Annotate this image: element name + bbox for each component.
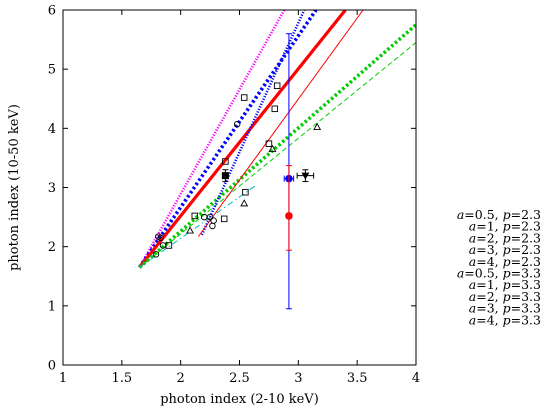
data-marker-11	[220, 215, 228, 223]
error-point-0	[221, 169, 229, 183]
y-tick-label-0: 0	[48, 359, 56, 374]
series-line-7	[139, 184, 258, 268]
data-marker-17	[273, 82, 281, 89]
x-tick-label-3: 2.5	[229, 371, 250, 386]
data-marker-5	[206, 213, 214, 221]
data-marker-6	[210, 217, 217, 224]
legend: a=0.5, p=2.3a=1, p=2.3a=2, p=2.3a=3, p=2…	[457, 207, 541, 327]
series-layer	[137, 10, 416, 269]
legend-label-6: a=1, p=3.3	[469, 277, 541, 292]
data-marker-16	[240, 94, 248, 101]
data-marker-19	[240, 199, 249, 207]
data-marker-3	[152, 251, 160, 258]
legend-label-9: a=4, p=3.3	[469, 312, 541, 327]
error-point-2	[285, 165, 293, 251]
data-marker-10	[191, 212, 199, 220]
x-tick-label-2: 2	[177, 371, 185, 386]
data-marker-21	[313, 122, 322, 131]
plot-frame	[62, 9, 417, 366]
data-marker-12	[242, 188, 249, 196]
y-tick-label-3: 3	[48, 181, 56, 196]
x-axis-label: photon index (2-10 keV)	[160, 392, 319, 407]
series-line-2	[138, 10, 347, 269]
data-marker-7	[209, 222, 216, 230]
y-tick-label-1: 1	[48, 299, 56, 314]
marker-layer	[152, 82, 322, 258]
legend-label-5: a=0.5, p=3.3	[457, 266, 541, 281]
x-tick-label-6: 4	[412, 371, 420, 386]
legend-label-4: a=4, p=2.3	[469, 254, 541, 269]
legend-label-3: a=3, p=2.3	[469, 242, 541, 257]
y-tick-label-5: 5	[48, 63, 56, 78]
legend-label-2: a=2, p=2.3	[469, 230, 541, 245]
series-line-1	[137, 10, 318, 269]
x-tick-label-1: 1.5	[111, 371, 132, 386]
data-marker-9	[165, 242, 173, 249]
y-tick-label-4: 4	[48, 122, 56, 137]
data-marker-18	[186, 226, 195, 234]
error-point-3	[296, 169, 315, 183]
data-marker-13	[222, 158, 229, 165]
legend-label-8: a=3, p=3.3	[469, 301, 541, 316]
legend-label-7: a=2, p=3.3	[469, 289, 541, 304]
y-axis-label: photon index (10-50 keV)	[7, 104, 22, 271]
x-tick-label-4: 3	[294, 371, 302, 386]
legend-label-0: a=0.5, p=2.3	[457, 207, 541, 222]
series-line-5	[200, 10, 306, 236]
x-tick-label-5: 3.5	[347, 371, 368, 386]
y-tick-label-6: 6	[48, 4, 56, 19]
series-line-6	[197, 10, 364, 237]
series-line-3	[138, 23, 416, 269]
error-layer	[221, 33, 315, 310]
x-tick-label-0: 1	[59, 371, 67, 386]
data-marker-1	[157, 234, 164, 242]
y-tick-label-2: 2	[48, 240, 56, 255]
series-line-4	[139, 42, 416, 268]
data-marker-14	[265, 140, 273, 147]
legend-label-1: a=1, p=2.3	[469, 219, 541, 234]
data-marker-20	[268, 144, 277, 152]
data-marker-8	[233, 120, 241, 128]
data-marker-15	[271, 105, 279, 113]
